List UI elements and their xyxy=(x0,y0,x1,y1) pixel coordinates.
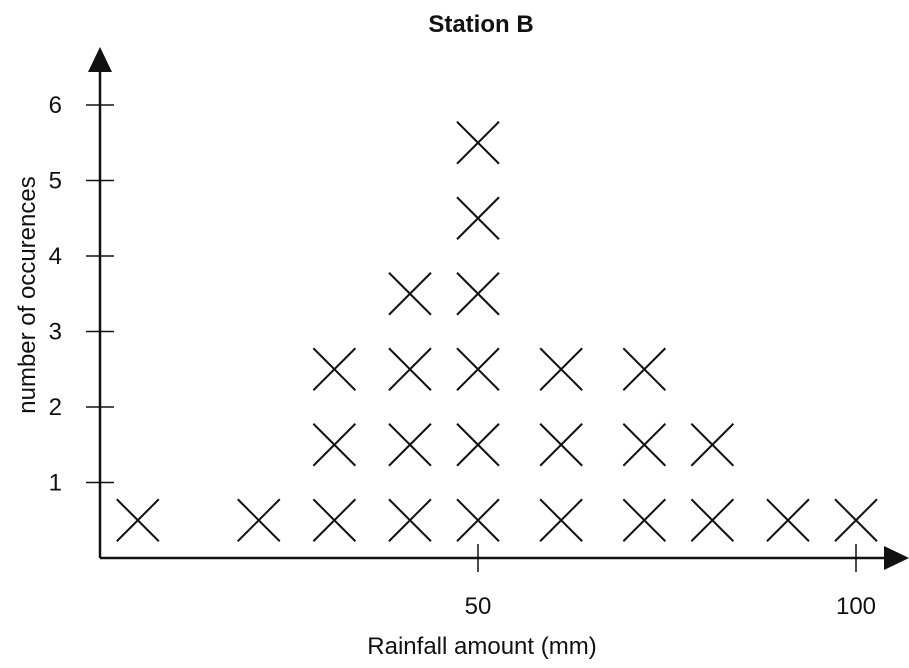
cross-marker xyxy=(622,347,667,391)
cross-marker xyxy=(622,498,667,542)
cross-marker xyxy=(237,498,281,542)
cross-marker xyxy=(312,498,357,542)
cross-marker xyxy=(539,423,583,467)
cross-marker xyxy=(456,121,500,165)
x-axis-arrowhead xyxy=(884,546,909,570)
y-axis-arrowhead xyxy=(88,47,112,72)
cross-marker xyxy=(690,423,735,467)
x-axis-label: Rainfall amount (mm) xyxy=(367,633,596,660)
y-tick-label: 1 xyxy=(49,470,62,497)
cross-marker xyxy=(834,498,878,542)
cross-marker xyxy=(539,498,583,542)
x-axis xyxy=(100,546,909,570)
cross-marker xyxy=(388,498,432,542)
y-tick-label: 5 xyxy=(49,168,62,195)
y-tick-label: 6 xyxy=(49,92,62,119)
cross-marker xyxy=(622,423,667,467)
x-ticks: 50 100 xyxy=(465,544,876,620)
cross-marker xyxy=(456,272,500,316)
cross-marker xyxy=(312,347,357,391)
cross-marker xyxy=(456,347,500,391)
cross-marker xyxy=(456,196,500,240)
cross-marker xyxy=(539,347,583,391)
y-tick-label: 3 xyxy=(49,319,62,346)
x-tick-label: 50 xyxy=(465,593,492,620)
cross-marker xyxy=(312,423,357,467)
cross-marker xyxy=(690,498,735,542)
cross-marker xyxy=(456,498,500,542)
cross-marker xyxy=(116,498,160,542)
y-tick-label: 4 xyxy=(49,243,62,270)
y-axis-label: number of occurences xyxy=(14,176,41,413)
data-marks xyxy=(116,121,878,542)
cross-marker xyxy=(388,347,432,391)
x-tick-label: 100 xyxy=(836,593,876,620)
cross-marker xyxy=(388,272,432,316)
y-axis xyxy=(88,47,112,558)
cross-marker xyxy=(456,423,500,467)
chart-title: Station B xyxy=(428,11,533,38)
y-tick-label: 2 xyxy=(49,394,62,421)
cross-marker xyxy=(388,423,432,467)
cross-marker xyxy=(766,498,810,542)
y-ticks: 1 2 3 4 5 6 xyxy=(49,92,114,497)
